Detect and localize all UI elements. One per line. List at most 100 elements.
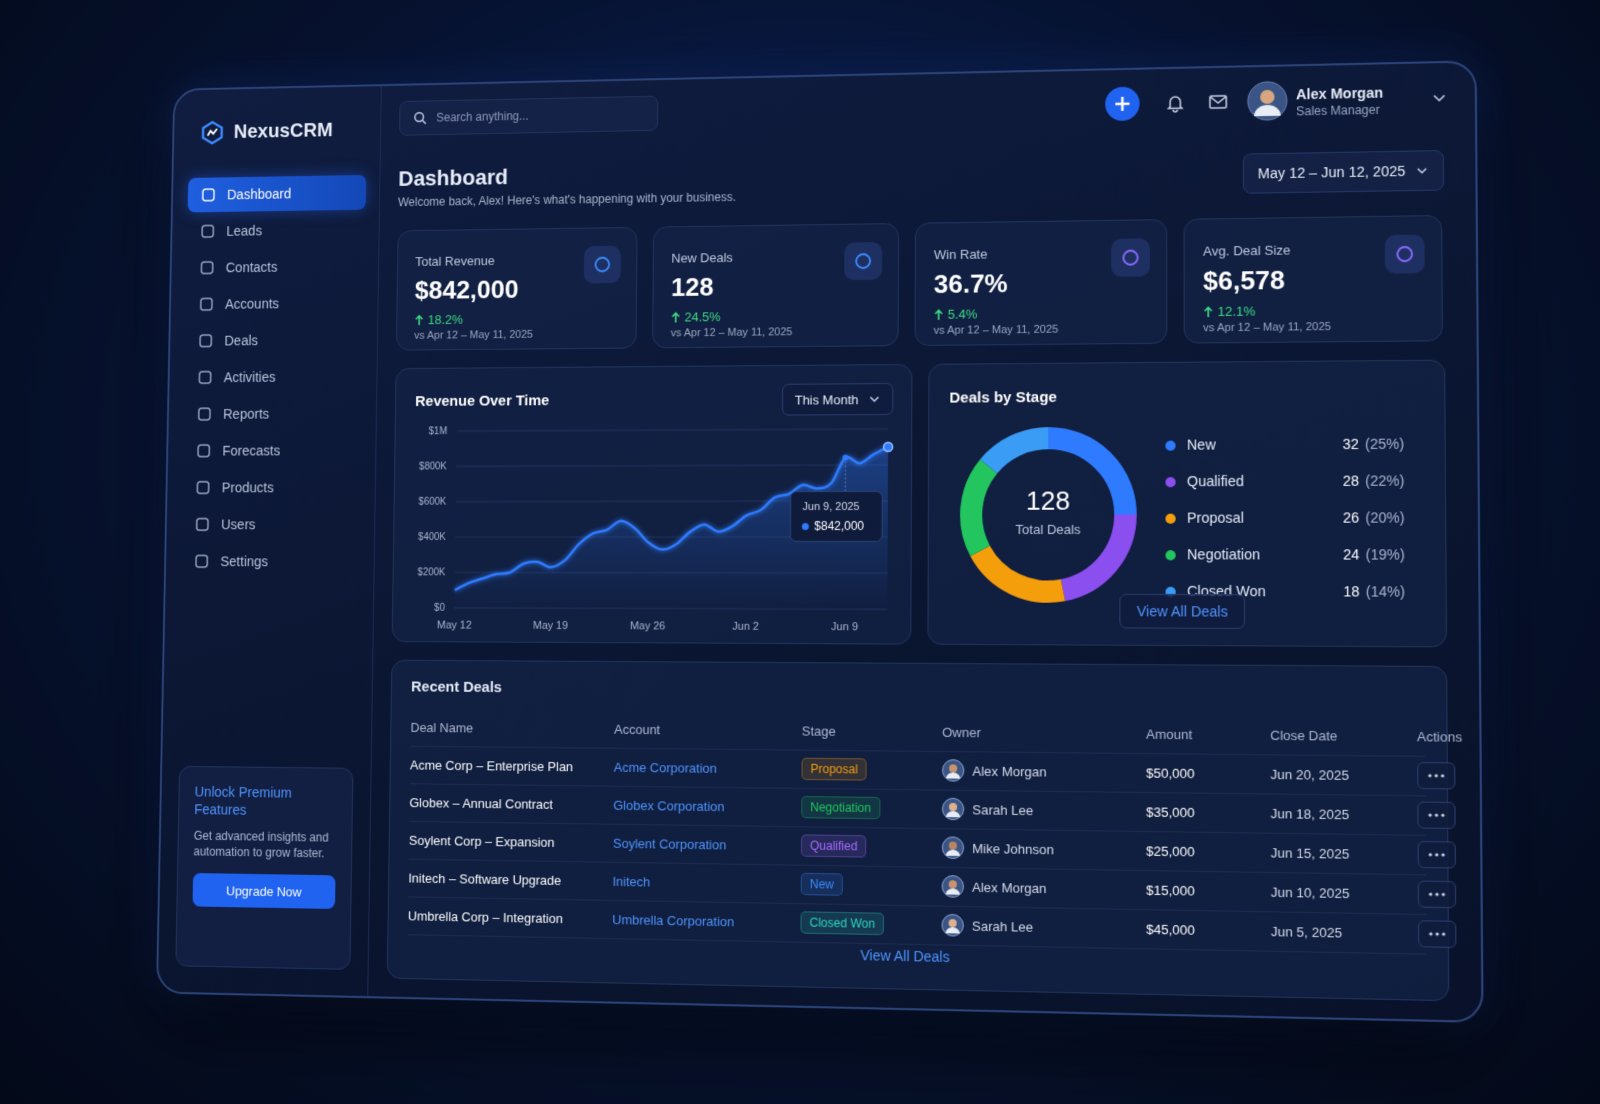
nav-item[interactable]: Deals xyxy=(185,322,364,358)
close-date: Jun 5, 2025 xyxy=(1270,923,1343,941)
icon-shape xyxy=(197,519,208,531)
account-link[interactable]: Umbrella Corporation xyxy=(612,911,735,929)
nav-label: Settings xyxy=(220,553,269,570)
dot xyxy=(1429,932,1433,936)
more-icon xyxy=(1428,892,1446,897)
page-title: Dashboard xyxy=(398,164,509,191)
dot xyxy=(1428,813,1432,817)
chevron-icon xyxy=(1416,164,1429,176)
view-all-deals-link[interactable]: View All Deals xyxy=(860,946,950,966)
nav-label: Dashboard xyxy=(226,185,292,203)
dot xyxy=(1435,853,1439,857)
icon-shape xyxy=(856,254,870,268)
table-row[interactable]: Initech – Software Upgrade Initech New Alex… xyxy=(408,858,1457,916)
close-date: Jun 15, 2025 xyxy=(1270,844,1350,862)
table-row[interactable]: Soylent Corp – Expansion Soylent Corporat… xyxy=(408,820,1456,876)
row-actions-button[interactable] xyxy=(1417,762,1456,790)
amount: $50,000 xyxy=(1146,764,1195,781)
user-role: Sales Manager xyxy=(1296,102,1380,119)
more-icon xyxy=(1428,773,1445,778)
period-filter[interactable]: This Month xyxy=(781,383,894,416)
search-box[interactable]: Search anything... xyxy=(399,95,659,136)
upgrade-button[interactable]: Upgrade Now xyxy=(192,872,336,910)
table-row[interactable]: Umbrella Corp – Integration Umbrella Corp… xyxy=(407,896,1457,955)
row-actions-button[interactable] xyxy=(1417,801,1456,829)
brand: NexusCRM xyxy=(200,118,333,145)
nav-label: Users xyxy=(220,516,256,533)
nav-item[interactable]: Activities xyxy=(184,359,363,395)
nav-item[interactable]: Leads xyxy=(187,212,366,249)
account-link[interactable]: Initech xyxy=(612,873,651,890)
user-avatar[interactable] xyxy=(1247,80,1288,121)
column-header: Deal Name xyxy=(410,719,474,735)
dot xyxy=(1428,773,1432,778)
nav-item[interactable]: Forecasts xyxy=(183,433,363,469)
icon-shape xyxy=(1123,251,1137,265)
tooltip-label: Jun 9, 2025 xyxy=(802,501,859,513)
arrow-shape xyxy=(1205,307,1212,317)
deal-name: Acme Corp – Enterprise Plan xyxy=(409,757,574,774)
nav-item[interactable]: Products xyxy=(182,470,362,505)
nav-label: Deals xyxy=(224,332,259,349)
sidebar: NexusCRM Dashboard Leads Contacts Accounts D… xyxy=(157,86,382,997)
kpi-change-value: 18.2% xyxy=(427,312,464,328)
row-actions-button[interactable] xyxy=(1417,880,1457,909)
y-tick-label: $400K xyxy=(418,532,446,543)
y-tick-label: $0 xyxy=(434,602,445,613)
donut-total-label: Total Deals xyxy=(1015,523,1080,538)
nav-icon xyxy=(197,370,212,386)
kpi-icon xyxy=(1111,238,1150,277)
avatar-image xyxy=(1247,80,1288,121)
messages-button[interactable] xyxy=(1200,84,1237,121)
nav-item[interactable]: Accounts xyxy=(186,285,365,322)
nav-item[interactable]: Users xyxy=(181,507,361,542)
up-arrow xyxy=(934,308,944,320)
legend-label: New xyxy=(1187,437,1216,453)
amount: $25,000 xyxy=(1146,842,1195,859)
end-point xyxy=(884,442,893,451)
nav-icon xyxy=(197,406,212,422)
table-title: Recent Deals xyxy=(411,678,502,697)
stage-cell: Proposal xyxy=(801,757,942,782)
nav-item[interactable]: Dashboard xyxy=(187,174,367,213)
nav-label: Contacts xyxy=(225,259,278,276)
column-header: Stage xyxy=(801,722,836,739)
add-button[interactable] xyxy=(1104,86,1141,123)
nav-icon xyxy=(199,260,214,276)
row-actions-button[interactable] xyxy=(1417,840,1456,869)
date-range-picker[interactable]: May 12 – Jun 12, 2025 xyxy=(1242,150,1445,194)
logo xyxy=(200,120,225,145)
legend-value: 32 xyxy=(1342,436,1358,452)
owner-cell: Sarah Lee xyxy=(941,914,1146,940)
x-tick-label: May 26 xyxy=(630,620,665,632)
legend-value: 24 xyxy=(1343,547,1360,563)
stage-cell: New xyxy=(800,872,942,898)
account-link[interactable]: Globex Corporation xyxy=(613,797,725,814)
kpi-icon-image xyxy=(853,251,873,271)
nav-icon xyxy=(196,443,211,459)
legend-label: Proposal xyxy=(1187,510,1244,526)
promo-title: Unlock Premium Features xyxy=(194,783,292,818)
user-menu-toggle[interactable] xyxy=(1420,79,1458,116)
column-header: Account xyxy=(614,721,661,737)
y-tick-label: $800K xyxy=(419,461,447,472)
deal-name: Globex – Annual Contract xyxy=(409,794,553,812)
nav-item[interactable]: Reports xyxy=(184,396,363,432)
x-tick-label: Jun 9 xyxy=(831,621,858,633)
icon-shape xyxy=(197,482,208,494)
table-row[interactable]: Acme Corp – Enterprise Plan Acme Corporat… xyxy=(409,745,1456,797)
donut-total: 128 xyxy=(1026,487,1070,516)
stage-badge: Negotiation xyxy=(801,795,881,820)
account-link[interactable]: Acme Corporation xyxy=(613,759,717,776)
nav-item[interactable]: Contacts xyxy=(186,248,365,285)
nav-item[interactable]: Settings xyxy=(181,544,361,579)
kpi-change: 24.5% xyxy=(671,309,721,324)
table-row[interactable]: Globex – Annual Contract Globex Corporati… xyxy=(409,783,1456,836)
more-icon xyxy=(1428,852,1445,857)
tooltip-value: $842,000 xyxy=(814,519,864,532)
account-link[interactable]: Soylent Corporation xyxy=(612,835,727,852)
view-all-deals-button[interactable]: View All Deals xyxy=(1119,593,1246,629)
notifications-button[interactable] xyxy=(1157,84,1194,121)
dot xyxy=(1435,932,1439,936)
row-actions-button[interactable] xyxy=(1418,920,1457,948)
